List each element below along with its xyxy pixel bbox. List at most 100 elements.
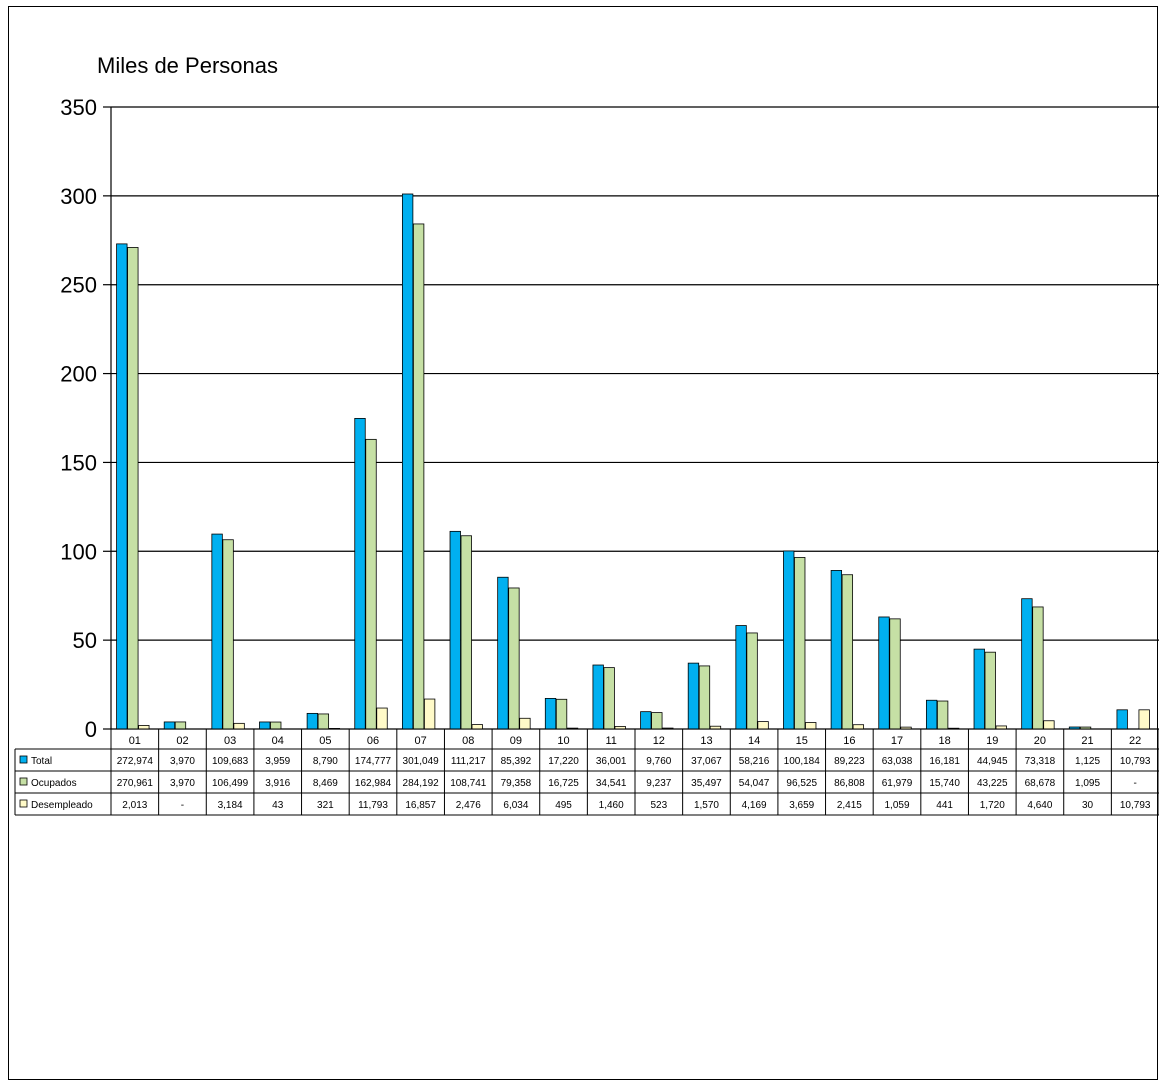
data-label-ocupados-03: 106,499 <box>212 778 249 789</box>
x-tick-label-13: 13 <box>700 735 712 747</box>
bar-ocupados-02 <box>174 721 187 730</box>
y-tick-label-350: 350 <box>60 95 97 120</box>
x-tick-label-20: 20 <box>1034 735 1046 747</box>
x-tick-label-11: 11 <box>605 735 616 747</box>
data-label-ocupados-17: 61,979 <box>882 778 913 789</box>
data-label-desempleado-07: 16,857 <box>405 800 436 811</box>
data-label-desempleado-10: 495 <box>555 800 572 811</box>
bar-total-05 <box>306 712 319 730</box>
bar-total-14 <box>735 625 747 730</box>
bar-total-02 <box>163 721 176 730</box>
bar-ocupados-19 <box>984 651 996 730</box>
bar-ocupados-06 <box>365 438 377 730</box>
bar-total-20 <box>1021 598 1033 730</box>
data-label-ocupados-01: 270,961 <box>117 778 154 789</box>
data-label-desempleado-13: 1,570 <box>694 800 719 811</box>
bar-desempleado-01 <box>138 725 150 730</box>
x-tick-label-17: 17 <box>891 735 903 747</box>
bar-total-17 <box>878 616 890 730</box>
bar-total-12 <box>640 711 652 730</box>
data-label-ocupados-21: 1,095 <box>1075 778 1100 789</box>
data-label-desempleado-02: - <box>181 800 184 811</box>
bar-desempleado-22 <box>1138 709 1150 730</box>
chart-frame: Miles de Personas 0 50 100 150 200 250 300 350 0… <box>8 6 1159 1080</box>
bar-total-13 <box>687 662 700 730</box>
legend-label-desempleado: Desempleado <box>31 800 93 811</box>
data-label-total-16: 89,223 <box>834 756 865 767</box>
data-label-desempleado-01: 2,013 <box>122 800 147 811</box>
data-label-desempleado-03: 3,184 <box>218 800 243 811</box>
bar-total-08 <box>449 530 461 730</box>
data-label-desempleado-17: 1,059 <box>884 800 909 811</box>
bar-ocupados-10 <box>555 698 568 730</box>
bar-desempleado-08 <box>471 724 483 730</box>
bar-total-03 <box>211 533 223 730</box>
legend-label-total: Total <box>31 756 52 767</box>
bar-desempleado-09 <box>519 717 531 730</box>
legend-label-ocupados: Ocupados <box>31 778 77 789</box>
bar-ocupados-17 <box>889 618 901 730</box>
bar-desempleado-15 <box>805 722 817 730</box>
data-label-total-02: 3,970 <box>170 756 195 767</box>
data-label-total-20: 73,318 <box>1025 756 1056 767</box>
x-tick-label-07: 07 <box>415 735 427 747</box>
data-label-ocupados-20: 68,678 <box>1025 778 1056 789</box>
bar-total-04 <box>259 721 271 730</box>
chart-svg: 0 50 100 150 200 250 300 350 01 02 03 04 05 06 07 08 09 1… <box>14 95 1159 816</box>
x-tick-label-03: 03 <box>224 735 236 747</box>
x-tick-label-22: 22 <box>1129 735 1141 747</box>
y-tick-label-150: 150 <box>60 450 97 475</box>
bar-ocupados-05 <box>317 713 330 730</box>
bar-total-06 <box>354 417 366 730</box>
data-label-total-07: 301,049 <box>403 756 440 767</box>
x-tick-label-05: 05 <box>319 735 331 747</box>
bar-total-01 <box>116 243 128 730</box>
bar-desempleado-20 <box>1043 720 1055 730</box>
x-tick-label-18: 18 <box>939 735 951 747</box>
x-tick-label-09: 09 <box>510 735 522 747</box>
data-label-desempleado-22: 10,793 <box>1120 800 1151 811</box>
data-label-total-12: 9,760 <box>646 756 671 767</box>
data-label-ocupados-13: 35,497 <box>691 778 722 789</box>
data-label-desempleado-11: 1,460 <box>599 800 624 811</box>
y-tick-label-50: 50 <box>73 628 97 653</box>
data-label-ocupados-04: 3,916 <box>265 778 290 789</box>
data-label-ocupados-07: 284,192 <box>403 778 440 789</box>
data-label-ocupados-02: 3,970 <box>170 778 195 789</box>
bar-ocupados-09 <box>508 587 520 730</box>
bar-ocupados-18 <box>936 700 949 730</box>
bar-desempleado-06 <box>376 707 388 730</box>
y-axis-label: Miles de Personas <box>97 53 278 78</box>
bar-ocupados-11 <box>603 667 615 730</box>
legend-swatch-desempleado <box>19 799 28 808</box>
data-label-total-22: 10,793 <box>1120 756 1151 767</box>
data-label-ocupados-08: 108,741 <box>450 778 487 789</box>
data-label-desempleado-20: 4,640 <box>1027 800 1052 811</box>
bar-desempleado-07 <box>423 698 436 730</box>
data-label-total-03: 109,683 <box>212 756 249 767</box>
data-label-ocupados-14: 54,047 <box>739 778 770 789</box>
x-tick-label-02: 02 <box>176 735 188 747</box>
x-tick-label-04: 04 <box>272 735 284 747</box>
data-label-total-13: 37,067 <box>691 756 722 767</box>
bar-total-18 <box>925 699 938 730</box>
x-tick-label-15: 15 <box>796 735 808 747</box>
data-label-total-15: 100,184 <box>784 756 821 767</box>
x-tick-label-10: 10 <box>557 735 569 747</box>
data-label-ocupados-05: 8,469 <box>313 778 338 789</box>
bar-desempleado-14 <box>757 721 769 730</box>
data-label-ocupados-18: 15,740 <box>929 778 960 789</box>
data-label-desempleado-09: 6,034 <box>503 800 528 811</box>
bar-ocupados-08 <box>460 535 472 730</box>
y-tick-label-200: 200 <box>60 362 97 387</box>
data-label-ocupados-22: - <box>1134 778 1137 789</box>
y-tick-label-250: 250 <box>60 273 97 298</box>
data-label-desempleado-05: 321 <box>317 800 334 811</box>
data-label-desempleado-04: 43 <box>272 800 284 811</box>
bar-total-11 <box>592 664 604 730</box>
data-label-total-18: 16,181 <box>929 756 960 767</box>
data-label-total-19: 44,945 <box>977 756 1008 767</box>
bar-ocupados-15 <box>794 557 806 730</box>
bar-ocupados-13 <box>698 665 711 730</box>
data-label-desempleado-16: 2,415 <box>837 800 862 811</box>
